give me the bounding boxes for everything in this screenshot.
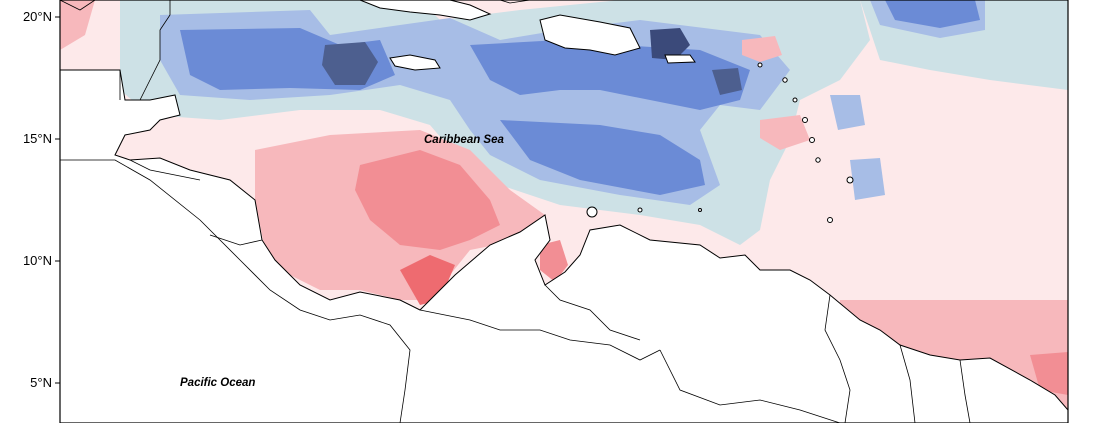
pacific-ocean-label: Pacific Ocean: [180, 377, 255, 389]
mild-positive-region: [60, 0, 95, 50]
positive-region: [355, 150, 500, 250]
lesser-antilles: [586, 62, 854, 223]
negative-region: [500, 120, 705, 195]
country-border: [129, 159, 201, 181]
jamaica-island: [389, 54, 441, 71]
country-border: [959, 359, 971, 423]
country-border: [899, 344, 916, 423]
negative-region: [885, 0, 980, 28]
mild-negative-region: [830, 95, 865, 130]
y-tick-label-15n: 15°N: [23, 131, 52, 146]
country-border: [824, 294, 851, 423]
country-border: [659, 349, 841, 423]
land-masses: [60, 0, 1068, 423]
pacific-coastline: [60, 159, 411, 423]
mild-positive-region: [760, 115, 810, 150]
bahamas-outline: [499, 0, 531, 4]
y-axis: 20°N 15°N 10°N 5°N: [23, 9, 60, 390]
belize-outline: [125, 0, 171, 101]
hispaniola-island: [539, 14, 641, 56]
country-border: [544, 284, 641, 341]
country-border: [419, 309, 661, 361]
caribbean-sea-label: Caribbean Sea: [424, 134, 504, 146]
yucatan-outline: [60, 69, 121, 100]
y-tick-label-20n: 20°N: [23, 9, 52, 24]
puerto-rico-island: [664, 54, 696, 64]
mild-positive-region: [742, 36, 782, 62]
y-tick-label-10n: 10°N: [23, 253, 52, 268]
strong-negative-region: [650, 28, 690, 60]
mild-negative-region: [850, 158, 885, 200]
pacific-ocean-area: [60, 160, 410, 423]
country-border: [209, 234, 263, 246]
strong-negative-region: [322, 42, 378, 85]
anomaly-field: [60, 0, 1068, 423]
map-panel-frame: [59, 0, 1069, 423]
positive-region: [540, 240, 568, 282]
florida-keys-outline: [60, 0, 96, 11]
positive-region: [1030, 352, 1068, 395]
y-tick-label-5n: 5°N: [30, 375, 52, 390]
strong-negative-region: [712, 68, 742, 95]
cuba-island: [359, 0, 492, 21]
